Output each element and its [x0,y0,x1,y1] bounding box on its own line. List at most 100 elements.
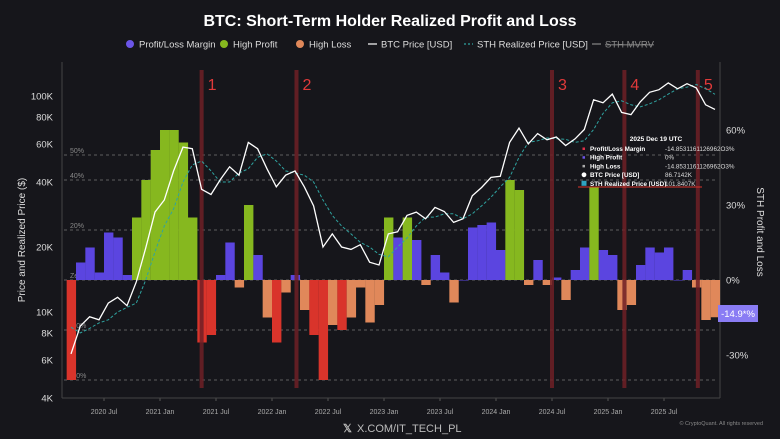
event-line [622,70,627,388]
tooltip-row-value: 86.7142K [665,172,693,179]
event-markers: 1 2 3 4 5 [199,70,713,388]
margin-bar [160,130,170,280]
margin-bar [300,280,310,310]
margin-bar [412,240,422,280]
legend-item-sth-mvrv: STH MVRV [592,40,655,51]
margin-bar [150,150,161,280]
margin-bar [496,250,506,280]
copyright: © CryptoQuant. All rights reserved [679,420,763,427]
current-value-badge [718,305,758,322]
chart-title: BTC: Short-Term Holder Realized Profit a… [203,13,576,30]
margin-bar [346,280,357,318]
gridline-label: 20% [70,223,84,230]
tooltip-marker-icon [582,164,585,168]
margin-bar [66,280,77,380]
margin-bar [356,280,366,288]
margin-bar [85,247,95,280]
x-tick-label: 2021 Jul [203,409,230,416]
event-label: 4 [630,77,639,94]
x-tick-label: 2022 Jan [258,409,287,416]
event-label: 5 [704,77,713,94]
margin-bar [272,280,282,343]
margin-bar [552,277,562,280]
margin-bar [477,225,487,280]
legend-dot-icon [126,40,134,48]
legend-label: Profit/Loss Margin [139,40,216,51]
tooltip-row-value: -14.8531161126962O3% [665,163,735,170]
legend-dot-icon [220,40,228,48]
legend-label: STH MVRV [605,40,655,51]
legend-label: BTC Price [USD] [381,40,452,51]
margin-bar [178,142,189,280]
legend-dot-icon [296,40,304,48]
event-line [550,70,554,388]
margin-bar [309,280,319,335]
left-tick-label: 60K [36,139,54,150]
event-line [294,70,299,388]
right-tick-label: 0% [726,276,740,287]
x-tick-label: 2024 Jul [539,409,566,416]
event-label: 1 [208,77,217,94]
x-tick-label: 2021 Jan [146,409,175,416]
gridline-label: -20% [70,323,86,330]
margin-bar [76,262,86,280]
tooltip-row-label: High Loss [590,163,621,170]
margin-bar [337,280,347,330]
legend: Profit/Loss Margin High Profit High Loss BT… [126,40,655,51]
x-tick-label: 2025 Jul [651,409,678,416]
tooltip-row-value: 101.8407K [665,181,696,188]
margin-bar [570,270,581,280]
x-tick-label: 2023 Jul [427,409,454,416]
legend-item-high-loss: High Loss [296,40,351,51]
margin-bar [645,247,655,280]
margin-bar [533,260,543,280]
margin-bar [216,275,226,280]
right-axis-ticks: 60% 30% 0% -30% [726,126,749,362]
margin-bar [122,275,133,280]
right-axis-title: STH Profit and Loss [754,187,765,276]
tooltip-row-value: 0% [665,155,675,162]
margin-bar [421,280,431,285]
margin-bar [580,247,590,280]
tooltip-row-label: High Profit [590,155,623,162]
legend-item-high-profit: High Profit [220,40,278,51]
event-line [199,70,204,388]
margin-bar [589,187,599,280]
left-tick-label: 40K [36,177,54,188]
left-tick-label: 80K [36,112,54,123]
current-value-badge-text: -14.9*% [721,309,755,320]
x-tick-label: 2020 Jul [91,409,118,416]
margin-bar [132,217,142,280]
margin-bar [225,242,235,280]
margin-bar [598,250,609,280]
margin-bar [384,217,394,280]
margin-bar [104,232,114,280]
margin-bar [514,190,525,280]
margin-bar [402,217,413,280]
margin-bar [440,272,450,280]
margin-bar [710,280,721,318]
margin-bar [664,247,674,280]
left-tick-label: 8K [41,328,53,339]
event-line [695,70,700,388]
margin-bar [141,180,151,280]
right-tick-label: 60% [726,126,746,137]
x-logo-icon: 𝕏 [343,423,352,435]
tooltip-row-label: STH Realized Price [USD] [590,181,666,188]
x-axis-ticks: 2020 Jul 2021 Jan 2021 Jul 2022 Jan 2022 Jul… [62,397,720,416]
x-tick-label: 2022 Jul [315,409,342,416]
tooltip-marker-icon [581,172,587,178]
margin-bar [617,280,627,310]
legend-item-profit-loss-margin: Profit/Loss Margin [126,40,216,51]
x-tick-label: 2024 Jan [482,409,511,416]
margin-bar [365,280,375,323]
margin-bar [636,265,646,280]
margin-bar [188,217,198,280]
left-tick-label: 100K [31,92,54,103]
margin-bar [505,180,515,280]
tooltip-row-label: BTC Price [USD] [590,172,639,179]
right-tick-label: 30% [726,201,746,212]
margin-bar [374,280,385,305]
margin-bar [608,255,618,280]
margin-bar [626,280,637,305]
